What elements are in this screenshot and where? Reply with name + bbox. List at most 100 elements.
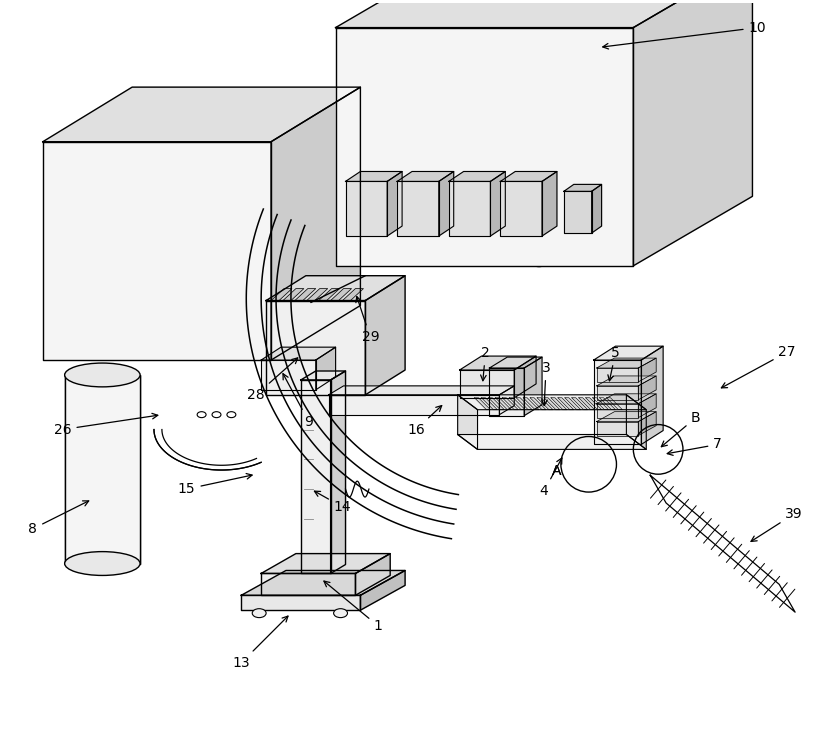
Polygon shape	[537, 398, 552, 409]
Polygon shape	[459, 370, 513, 398]
Polygon shape	[457, 395, 646, 409]
Ellipse shape	[212, 412, 221, 418]
Polygon shape	[457, 435, 646, 449]
Polygon shape	[490, 171, 505, 236]
Ellipse shape	[65, 551, 140, 576]
Polygon shape	[633, 0, 752, 266]
Polygon shape	[315, 347, 335, 390]
Polygon shape	[596, 403, 638, 418]
Polygon shape	[330, 289, 351, 301]
Polygon shape	[638, 376, 656, 400]
Text: 15: 15	[178, 474, 252, 496]
Text: B: B	[661, 411, 700, 446]
Polygon shape	[261, 347, 335, 360]
Polygon shape	[448, 171, 505, 182]
Text: 8: 8	[28, 501, 89, 536]
Polygon shape	[593, 346, 662, 360]
Polygon shape	[438, 171, 453, 236]
Polygon shape	[360, 571, 405, 610]
Polygon shape	[502, 398, 518, 409]
Ellipse shape	[333, 609, 347, 618]
Bar	[65, 375, 140, 564]
Polygon shape	[596, 394, 656, 403]
Polygon shape	[474, 398, 490, 409]
Polygon shape	[488, 398, 503, 409]
Polygon shape	[397, 182, 438, 236]
Polygon shape	[306, 289, 327, 301]
Polygon shape	[328, 395, 498, 415]
Ellipse shape	[527, 245, 549, 267]
Polygon shape	[330, 371, 345, 573]
Polygon shape	[397, 171, 453, 182]
Polygon shape	[596, 358, 656, 368]
Bar	[350, 132, 410, 154]
Polygon shape	[489, 357, 542, 368]
Polygon shape	[481, 398, 497, 409]
Polygon shape	[43, 142, 271, 360]
Polygon shape	[301, 380, 330, 573]
Text: 9: 9	[282, 374, 313, 429]
Polygon shape	[261, 554, 390, 573]
Polygon shape	[626, 395, 646, 449]
Polygon shape	[593, 360, 641, 444]
Polygon shape	[638, 358, 656, 382]
Polygon shape	[318, 289, 339, 301]
Ellipse shape	[252, 609, 266, 618]
Text: 16: 16	[407, 406, 441, 437]
Polygon shape	[271, 289, 291, 301]
Polygon shape	[241, 571, 405, 596]
Polygon shape	[638, 394, 656, 418]
Text: 29: 29	[355, 296, 378, 344]
Text: 7: 7	[667, 437, 721, 455]
Text: 28: 28	[247, 358, 297, 402]
Polygon shape	[328, 386, 513, 395]
Polygon shape	[241, 596, 360, 610]
Polygon shape	[596, 376, 656, 386]
Polygon shape	[516, 398, 532, 409]
Polygon shape	[599, 398, 614, 409]
Polygon shape	[345, 171, 402, 182]
Polygon shape	[387, 171, 402, 236]
Polygon shape	[508, 398, 524, 409]
Polygon shape	[513, 356, 536, 398]
Polygon shape	[261, 573, 355, 596]
Polygon shape	[448, 182, 490, 236]
Polygon shape	[551, 398, 566, 409]
Polygon shape	[585, 398, 601, 409]
Ellipse shape	[227, 412, 236, 418]
Polygon shape	[500, 171, 556, 182]
Polygon shape	[365, 276, 405, 395]
Text: 14: 14	[314, 491, 351, 514]
Polygon shape	[271, 87, 360, 360]
Polygon shape	[295, 289, 315, 301]
Polygon shape	[457, 395, 477, 449]
Text: 4: 4	[539, 458, 561, 498]
Polygon shape	[301, 371, 345, 380]
Polygon shape	[335, 0, 752, 27]
Polygon shape	[498, 386, 513, 415]
Polygon shape	[345, 182, 387, 236]
Polygon shape	[563, 185, 601, 191]
Polygon shape	[342, 289, 363, 301]
Polygon shape	[606, 398, 622, 409]
Polygon shape	[495, 398, 511, 409]
Polygon shape	[355, 554, 390, 596]
Polygon shape	[522, 398, 538, 409]
Text: 2: 2	[480, 346, 489, 381]
Polygon shape	[596, 422, 638, 435]
Polygon shape	[529, 398, 546, 409]
Polygon shape	[596, 386, 638, 400]
Polygon shape	[542, 171, 556, 236]
Polygon shape	[489, 368, 523, 415]
Polygon shape	[335, 27, 633, 266]
Polygon shape	[557, 398, 573, 409]
Text: 10: 10	[602, 21, 765, 49]
Polygon shape	[638, 412, 656, 435]
Text: 39: 39	[750, 507, 802, 542]
Polygon shape	[592, 398, 608, 409]
Polygon shape	[543, 398, 559, 409]
Text: 5: 5	[607, 346, 619, 381]
Polygon shape	[500, 182, 542, 236]
Text: 27: 27	[720, 345, 795, 388]
Polygon shape	[266, 301, 365, 395]
